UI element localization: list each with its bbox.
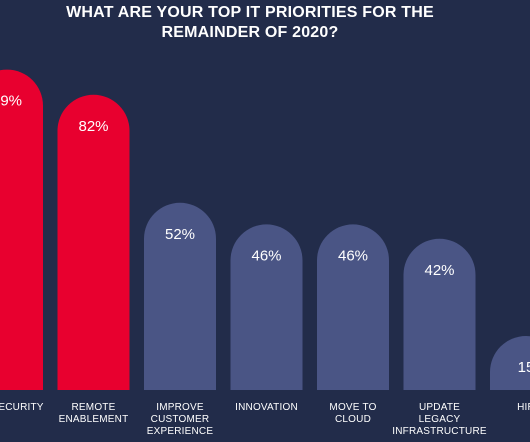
- category-label-hiring: HIR: [517, 402, 530, 413]
- value-label-update-legacy-infrastructure: 42%: [424, 262, 454, 279]
- value-label-improve-customer-experience: 52%: [165, 226, 195, 243]
- bar-move-to-cloud: [317, 224, 389, 390]
- bar-improve-customer-experience: [144, 202, 216, 390]
- category-label-move-to-cloud-line-2: CLOUD: [335, 414, 371, 425]
- value-label-remote-enablement: 82%: [78, 118, 108, 135]
- category-label-innovation: INNOVATION: [235, 402, 298, 413]
- bar-innovation: [230, 224, 303, 390]
- category-label-update-legacy-infrastructure-line-1: UPDATE: [419, 402, 460, 413]
- chart-title: WHAT ARE YOUR TOP IT PRIORITIES FOR THE …: [0, 3, 500, 43]
- value-label-cybersecurity: 89%: [0, 93, 22, 110]
- bar-hiring: [490, 336, 530, 390]
- bar-cybersecurity: [0, 69, 43, 390]
- category-label-move-to-cloud-line-1: MOVE TO: [329, 402, 376, 413]
- category-label-remote-enablement-line-2: ENABLEMENT: [59, 414, 129, 425]
- chart-title-line-1: WHAT ARE YOUR TOP IT PRIORITIES FOR THE: [66, 4, 434, 21]
- category-label-cybersecurity: BERSECURITY: [0, 402, 44, 413]
- value-label-move-to-cloud: 46%: [338, 247, 368, 264]
- category-label-update-legacy-infrastructure-line-3: INFRASTRUCTURE: [392, 426, 487, 437]
- value-label-hiring: 15: [518, 359, 530, 376]
- category-label-improve-customer-experience-line-2: CUSTOMER: [151, 414, 210, 425]
- value-label-innovation: 46%: [251, 247, 281, 264]
- bar-update-legacy-infrastructure: [403, 238, 476, 390]
- category-label-remote-enablement-line-1: REMOTE: [72, 402, 116, 413]
- category-label-improve-customer-experience-line-3: EXPERIENCE: [147, 426, 214, 437]
- chart-title-line-2: REMAINDER OF 2020?: [161, 24, 339, 41]
- category-label-improve-customer-experience-line-1: IMPROVE: [156, 402, 204, 413]
- bar-remote-enablement: [57, 94, 130, 391]
- category-label-update-legacy-infrastructure-line-2: LEGACY: [419, 414, 461, 425]
